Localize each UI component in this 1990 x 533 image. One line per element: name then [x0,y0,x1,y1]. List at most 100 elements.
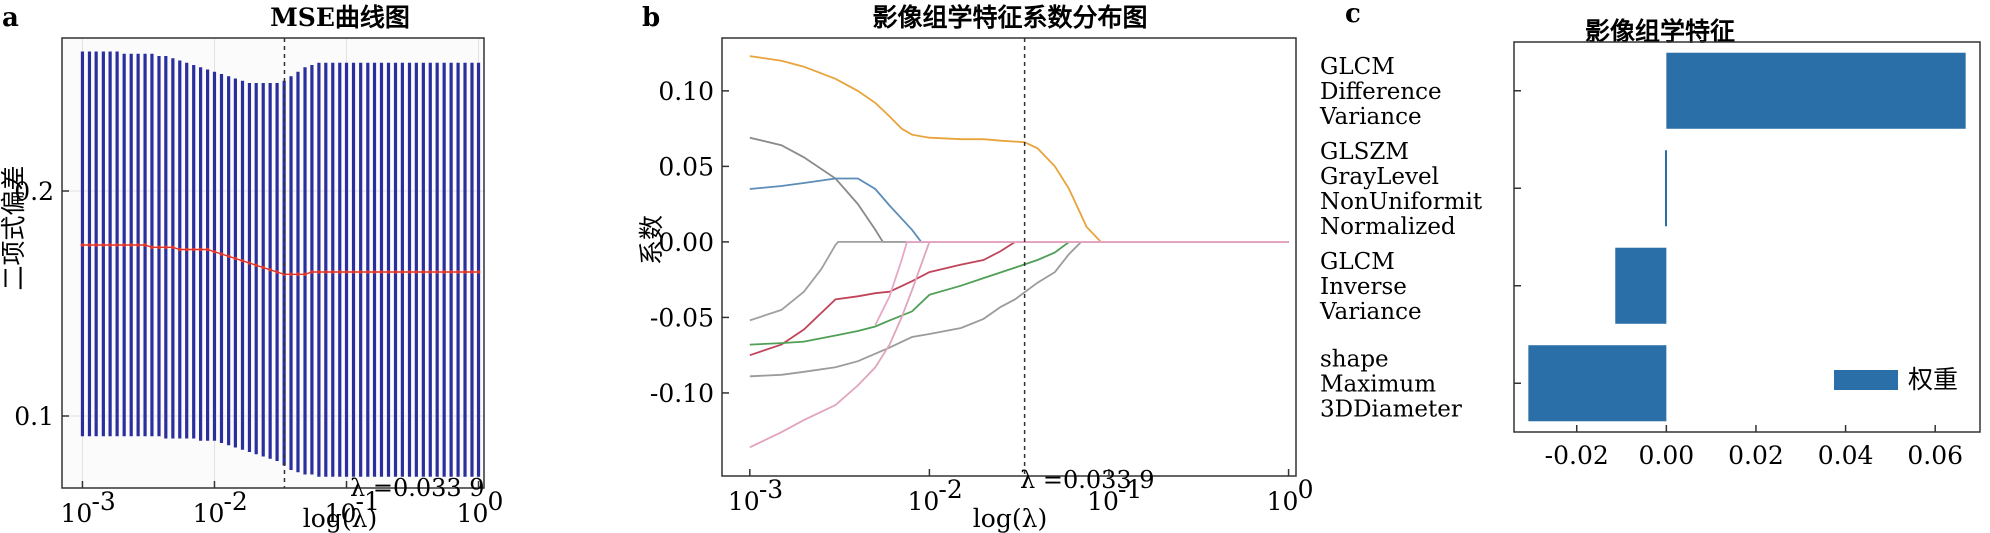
mean-point [372,270,377,274]
mean-point [143,243,147,247]
mean-point [303,272,307,277]
mean-point [212,249,217,254]
feature-label-line: Variance [1319,299,1422,325]
panel-a-y-ticks: 0.1 0.2 [14,177,69,431]
panel-a-plot-frame [61,37,485,489]
mean-point [435,270,439,274]
legend-swatch [1834,370,1898,390]
panel-c-title: 影像组学特征 [1585,17,1735,46]
mean-point [115,243,119,247]
feature-label-line: 3DDiameter [1320,396,1462,422]
mean-point [358,270,363,274]
mean-point [449,270,453,274]
mean-point [157,245,161,250]
panel-b-x-label: log(λ) [973,504,1047,533]
panel-b-coefficient-paths [749,55,1289,449]
panel-a-lambda-annotation: λ =0.033 9 [350,474,485,502]
panel-b-x-tick-label: 10 [1267,487,1299,516]
mean-point [421,270,426,274]
mean-point [261,265,266,270]
mean-point [226,254,231,259]
panel-a-x-ticks: 10 -3 10 -2 10 -1 10 0 [61,481,504,528]
mean-point [476,270,481,274]
coefficient-path-7 [749,240,1289,378]
panel-c-y-ticks [1514,90,1521,384]
feature-label-line: Normalized [1320,214,1456,240]
panel-c-feature-weights-chart: c 影像组学特征 -0.02 0.00 0.02 0.04 0.06 GLCMDiffe… [1319,0,1981,470]
panel-b-x-tick-exponent: -3 [759,475,783,504]
panel-b-y-label: 系数 [637,215,666,265]
panel-a-x-tick-label: 10 [61,499,93,528]
panel-b-x-tick-exponent: 0 [1298,475,1314,504]
coefficient-path-3 [749,177,1289,243]
panel-b-lambda-annotation: λ =0.033 9 [1020,466,1155,494]
mean-point [393,270,398,274]
mean-point [470,270,474,274]
panel-a-x-tick-exponent: -1 [356,487,380,516]
panel-a-x-tick-exponent: -2 [223,487,247,516]
panel-a-x-tick-label: 10 [457,499,489,528]
mean-point [94,243,98,247]
coefficient-path-6 [749,240,1289,346]
panel-c-feature-labels: GLCMDifferenceVarianceGLSZMGrayLevelNonU… [1319,54,1483,423]
panel-b-coefficient-chart: b 影像组学特征系数分布图 10 -3 10 -2 10 -1 10 0 -0.10-0.05… [637,3,1313,533]
mean-point [330,270,335,274]
mean-point [80,243,85,247]
mean-point [205,247,210,252]
panel-b-x-tick-label: 10 [728,487,760,516]
coefficient-path-9 [874,240,1289,326]
mean-point [198,247,203,252]
panel-c-plot-frame [1513,41,1981,433]
feature-label-line: Inverse [1320,274,1407,300]
mean-point [414,270,419,274]
mean-point [87,243,92,247]
coefficient-path-8 [749,240,1289,449]
panel-b-y-tick-label: 0.05 [658,152,714,181]
mean-point [400,270,405,274]
feature-label-line: Maximum [1320,371,1436,397]
panel-b-x-tick-exponent: -1 [1118,475,1142,504]
mean-point [337,270,342,274]
mean-point [275,270,279,274]
mean-point [191,247,196,252]
feature-label-line: Variance [1319,104,1422,130]
panel-a-x-tick-exponent: 0 [488,487,504,516]
panel-c-letter: c [1345,0,1361,29]
mean-point [233,256,238,261]
feature-label-line: shape [1320,346,1389,372]
mean-point [129,243,133,247]
mean-point [268,267,272,272]
mean-point [150,245,154,250]
mean-point [219,252,224,256]
mean-point [344,270,349,274]
panel-b-x-tick-label: 10 [1087,487,1119,516]
panel-a-x-tick-label: 10 [193,499,225,528]
coefficient-path-5 [749,240,1289,357]
panel-a-x-tick-label: 10 [325,499,357,528]
weight-bar [1615,247,1667,324]
panel-b-x-tick-exponent: -2 [938,475,962,504]
mean-point [366,270,370,274]
panel-a-y-tick-label: 0.1 [14,402,54,431]
panel-b-letter: b [642,3,660,33]
weight-bar [1528,345,1667,422]
mean-point [379,270,384,274]
mean-point [407,270,412,274]
panel-c-x-tick-label: -0.02 [1545,441,1609,470]
weight-bar [1666,52,1966,129]
feature-label-line: NonUniformit [1320,189,1483,215]
legend-label: 权重 [1908,365,1958,394]
mean-point [442,270,446,274]
mean-point [310,270,314,274]
mean-point [247,261,252,265]
mean-point [351,270,356,274]
panel-c-x-tick-label: 0.06 [1907,441,1963,470]
panel-b-y-ticks: -0.10 -0.05 0.00 0.05 0.10 [650,77,729,408]
mean-point [463,270,467,274]
mean-point [296,272,300,277]
panel-a-y-tick-label: 0.2 [14,177,54,206]
mean-point [317,270,321,274]
mean-point [254,263,258,268]
weight-bar [1665,150,1668,227]
mean-point [456,270,460,274]
